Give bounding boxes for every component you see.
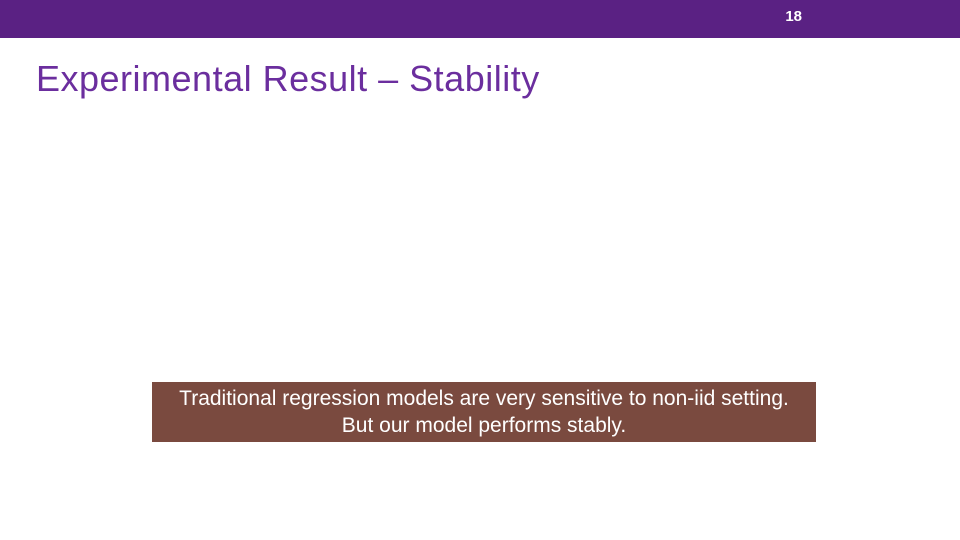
slide-title: Experimental Result – Stability bbox=[36, 58, 960, 100]
callout-text: Traditional regression models are very s… bbox=[162, 385, 806, 440]
header-bar: 18 bbox=[0, 0, 960, 38]
callout-box: Traditional regression models are very s… bbox=[152, 382, 816, 442]
page-number: 18 bbox=[785, 8, 802, 25]
